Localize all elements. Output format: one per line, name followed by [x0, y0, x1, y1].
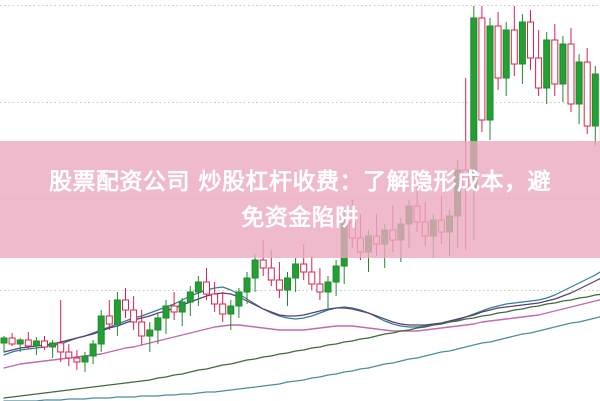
headline-line-2: 免资金陷阱: [241, 204, 359, 231]
headline-line-1: 股票配资公司 炒股杠杆收费：了解隐形成本，避: [48, 168, 551, 195]
moving-average-lines: [3, 271, 600, 401]
headline-overlay-band: 股票配资公司 炒股杠杆收费：了解隐形成本，避 免资金陷阱: [0, 141, 600, 258]
